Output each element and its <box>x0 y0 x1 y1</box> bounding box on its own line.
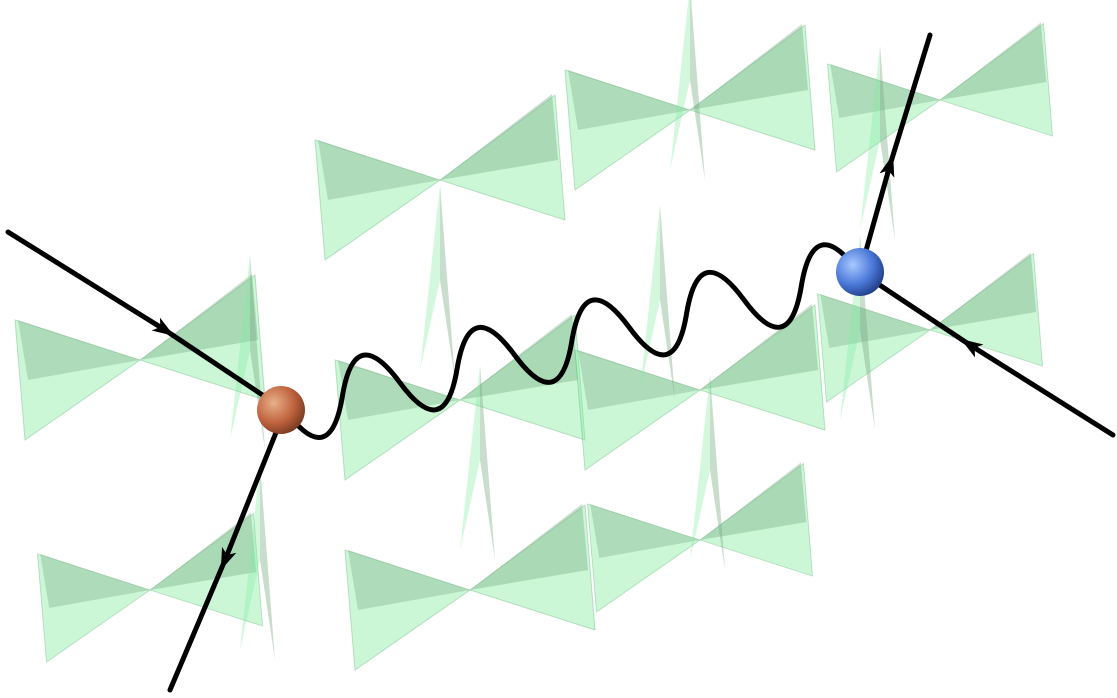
red-sphere <box>257 386 305 434</box>
incoming-line <box>5 229 288 413</box>
blue-sphere <box>836 248 884 296</box>
wavy-line <box>282 242 862 440</box>
outgoing-line <box>857 32 933 275</box>
incoming-line <box>857 269 1116 438</box>
outgoing-line <box>167 407 288 693</box>
particle-lines <box>5 32 1116 693</box>
